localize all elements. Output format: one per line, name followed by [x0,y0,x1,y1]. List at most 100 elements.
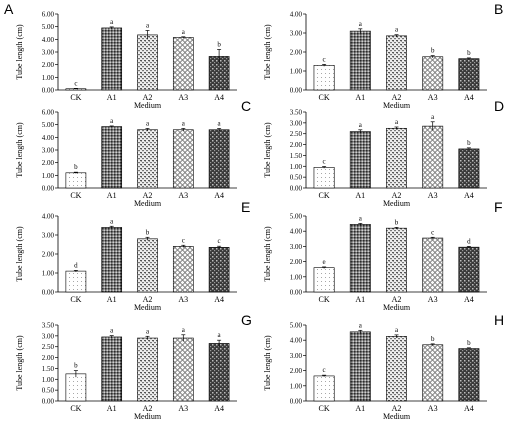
bar-a3 [172,37,194,91]
x-tick-label: A3 [178,93,188,102]
y-tick-label: 2.00 [290,49,303,57]
significance-letter: a [182,28,186,36]
significance-letter: b [431,47,435,55]
bar-a3 [172,129,194,189]
significance-letter: a [431,113,435,121]
y-tick-label: 3.50 [42,322,55,330]
y-tick-label: 5.00 [290,213,303,221]
x-tick-label: A2 [143,295,153,304]
significance-letter: d [467,237,471,245]
y-tick-label: 2.00 [42,354,55,362]
panel-label: C [241,98,251,114]
significance-letter: a [359,121,363,129]
y-tick-label: 4.00 [290,11,303,19]
x-tick-label: A3 [178,191,188,200]
bar-ck [313,375,335,402]
y-tick-label: 0.00 [290,289,303,297]
significance-letter: a [110,117,114,125]
x-tick-label: CK [319,191,330,200]
bar-a1 [349,131,371,189]
x-tick-label: A1 [355,93,365,102]
significance-letter: a [359,214,363,222]
x-tick-label: CK [70,191,81,200]
y-axis-label: Tube length (cm) [15,24,24,80]
x-tick-label: A3 [178,404,188,413]
chart-panel-d: 0.00 0.50 1.00 1.50 2.00 2.50 3.00 3.50 Tube len… [263,98,504,208]
x-tick-label: A2 [392,404,402,413]
bar-ck [65,270,87,293]
y-tick-label: 1.00 [290,273,303,281]
y-tick-label: 2.00 [42,159,55,167]
bar-a3 [172,337,194,402]
y-tick-label: 2.00 [290,367,303,375]
chart-panel-c: 0.00 1.00 2.00 3.00 4.00 5.00 6.00 Tube length … [15,98,251,208]
x-axis-label: Medium [383,101,411,110]
x-tick-label: A2 [143,93,153,102]
significance-letter: b [146,228,150,236]
significance-letter: c [74,79,77,87]
y-axis-label: Tube length (cm) [263,226,272,282]
bar-a2 [137,238,158,293]
y-axis-label: Tube length (cm) [15,226,24,282]
y-tick-label: 5.00 [290,322,303,330]
x-tick-label: A4 [214,191,224,200]
bar-a4 [458,348,480,402]
bar-a2 [137,34,158,91]
y-tick-label: 2.00 [290,258,303,266]
y-tick-label: 5.00 [42,121,55,129]
y-tick-label: 4.00 [42,36,55,44]
bar-a2 [386,336,407,402]
y-tick-label: 2.50 [42,343,55,351]
y-tick-label: 1.00 [42,74,55,82]
y-tick-label: 0.50 [42,387,55,395]
x-axis-label: Medium [383,412,411,421]
x-tick-label: A1 [355,191,365,200]
bar-a1 [101,126,123,189]
significance-letter: a [395,326,399,334]
x-axis-label: Medium [134,303,162,312]
y-tick-label: 3.50 [290,109,303,117]
y-tick-label: 6.00 [42,11,55,19]
y-tick-label: 1.00 [42,270,55,278]
significance-letter: a [110,217,114,225]
panel-label: E [241,199,250,215]
x-tick-label: CK [70,404,81,413]
significance-letter: a [110,18,114,26]
significance-letter: e [323,258,326,266]
y-tick-label: 3.00 [290,243,303,251]
x-tick-label: A1 [355,295,365,304]
x-tick-label: A2 [392,295,402,304]
bar-a2 [137,129,158,189]
x-tick-label: A2 [392,93,402,102]
x-tick-label: CK [319,295,330,304]
bar-a4 [208,343,230,402]
y-tick-label: 2.00 [290,141,303,149]
bar-a2 [386,127,407,189]
x-axis-label: Medium [134,101,162,110]
significance-letter: b [217,40,221,48]
y-tick-label: 1.00 [42,376,55,384]
significance-letter: b [431,335,435,343]
y-axis-label: Tube length (cm) [263,24,272,80]
significance-letter: d [74,261,78,269]
bar-ck [65,373,87,402]
significance-letter: a [146,327,150,335]
panel-label: B [494,1,503,17]
bar-a2 [386,35,407,91]
chart-panel-h: 0.00 1.00 2.00 3.00 4.00 5.00 Tube length (cm)… [263,312,504,421]
significance-letter: a [359,20,363,28]
y-tick-label: 1.00 [42,172,55,180]
x-tick-label: A4 [464,191,474,200]
bar-a1 [101,227,123,293]
panel-label: F [494,199,503,215]
x-axis-label: Medium [383,199,411,208]
x-tick-label: A2 [143,404,153,413]
significance-letter: a [218,331,222,339]
y-tick-label: 5.00 [42,23,55,31]
bar-a4 [458,148,480,189]
bar-a1 [349,331,371,402]
x-tick-label: A4 [214,295,224,304]
bar-a4 [458,246,480,293]
chart-panel-f: 0.00 1.00 2.00 3.00 4.00 5.00 Tube length (cm)… [263,199,503,312]
x-tick-label: CK [70,93,81,102]
